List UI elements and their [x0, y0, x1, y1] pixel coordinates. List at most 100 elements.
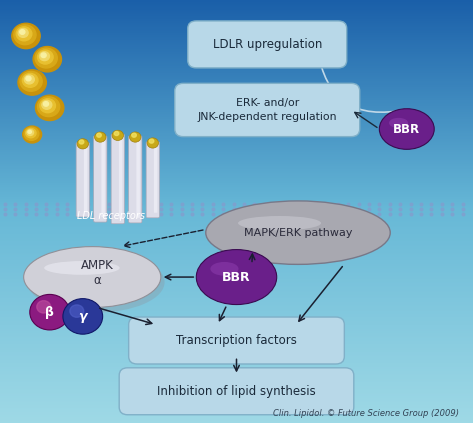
- Text: Clin. Lipidol. © Future Science Group (2009): Clin. Lipidol. © Future Science Group (2…: [273, 409, 459, 418]
- Bar: [0, 102, 473, 103]
- Bar: [0, 353, 473, 354]
- Bar: [0, 296, 473, 297]
- Bar: [0, 403, 473, 404]
- Bar: [0, 325, 473, 326]
- Bar: [0, 218, 473, 219]
- Bar: [0, 95, 473, 96]
- Circle shape: [130, 132, 141, 142]
- Circle shape: [97, 133, 101, 137]
- Bar: [0, 249, 473, 250]
- Bar: [0, 388, 473, 389]
- Bar: [0, 150, 473, 151]
- Circle shape: [63, 299, 103, 334]
- Bar: [0, 123, 473, 124]
- Ellipse shape: [379, 109, 434, 149]
- Bar: [0, 288, 473, 289]
- Bar: [0, 21, 473, 22]
- Bar: [0, 94, 473, 95]
- Bar: [0, 151, 473, 152]
- Bar: [0, 72, 473, 73]
- FancyBboxPatch shape: [119, 368, 354, 415]
- Circle shape: [35, 48, 57, 68]
- Bar: [0, 196, 473, 197]
- Bar: [0, 61, 473, 62]
- Bar: [0, 300, 473, 301]
- Bar: [0, 171, 473, 173]
- Bar: [0, 8, 473, 10]
- Bar: [0, 205, 473, 206]
- Bar: [0, 41, 473, 42]
- Bar: [0, 145, 473, 146]
- Bar: [0, 78, 473, 80]
- Bar: [0, 126, 473, 127]
- Bar: [0, 108, 473, 109]
- Bar: [0, 97, 473, 99]
- Bar: [0, 12, 473, 13]
- Bar: [0, 266, 473, 268]
- Bar: [0, 261, 473, 262]
- Bar: [0, 13, 473, 14]
- Bar: [0, 304, 473, 305]
- Bar: [0, 278, 473, 279]
- Bar: [0, 176, 473, 177]
- Bar: [0, 341, 473, 342]
- Bar: [0, 295, 473, 296]
- Bar: [0, 356, 473, 357]
- FancyBboxPatch shape: [101, 141, 105, 217]
- Bar: [0, 68, 473, 69]
- Bar: [0, 34, 473, 35]
- Bar: [0, 386, 473, 387]
- Bar: [0, 4, 473, 5]
- Bar: [0, 405, 473, 406]
- Circle shape: [26, 129, 36, 138]
- Bar: [0, 59, 473, 60]
- Bar: [0, 18, 473, 19]
- Bar: [0, 110, 473, 111]
- Bar: [0, 136, 473, 137]
- Bar: [0, 83, 473, 85]
- Bar: [0, 14, 473, 15]
- Bar: [0, 149, 473, 150]
- Bar: [0, 273, 473, 274]
- Circle shape: [16, 27, 32, 41]
- Bar: [0, 31, 473, 32]
- Bar: [0, 281, 473, 283]
- Bar: [0, 404, 473, 405]
- Bar: [0, 199, 473, 200]
- Bar: [0, 327, 473, 328]
- Bar: [0, 112, 473, 113]
- Bar: [0, 182, 473, 183]
- Bar: [0, 365, 473, 366]
- Bar: [0, 406, 473, 407]
- Bar: [0, 47, 473, 48]
- Bar: [0, 268, 473, 269]
- Ellipse shape: [27, 252, 165, 313]
- Ellipse shape: [389, 118, 408, 128]
- Circle shape: [27, 129, 34, 135]
- Bar: [0, 319, 473, 321]
- Bar: [0, 200, 473, 201]
- Bar: [0, 316, 473, 317]
- Bar: [0, 331, 473, 332]
- Bar: [0, 23, 473, 24]
- Bar: [0, 93, 473, 94]
- Bar: [0, 311, 473, 312]
- Circle shape: [12, 23, 40, 49]
- Bar: [0, 88, 473, 89]
- Bar: [0, 89, 473, 90]
- Bar: [0, 157, 473, 159]
- Bar: [0, 364, 473, 365]
- Bar: [0, 184, 473, 185]
- Bar: [0, 387, 473, 388]
- Bar: [0, 323, 473, 324]
- Bar: [0, 238, 473, 239]
- Text: MAPK/ERK pathway: MAPK/ERK pathway: [244, 228, 352, 238]
- Circle shape: [77, 139, 88, 149]
- Bar: [0, 173, 473, 174]
- Bar: [0, 10, 473, 11]
- Bar: [0, 241, 473, 242]
- Bar: [0, 357, 473, 359]
- Bar: [0, 391, 473, 393]
- Bar: [0, 159, 473, 160]
- Bar: [0, 379, 473, 380]
